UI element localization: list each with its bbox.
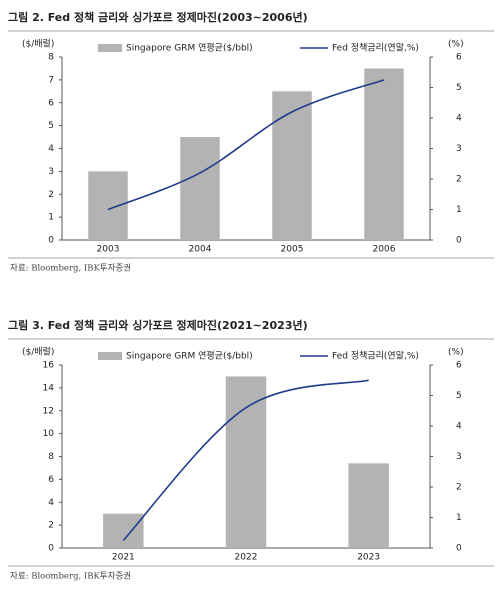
y2-tick-label: 2 — [456, 175, 462, 185]
y-tick-label: 5 — [48, 121, 54, 131]
y2-tick-label: 3 — [456, 144, 462, 154]
line — [107, 79, 385, 211]
source: 자료: Bloomberg, IBK투자증권 — [10, 263, 131, 274]
legend-swatch — [98, 352, 122, 360]
x-tick-label: 2004 — [189, 245, 212, 255]
y-axis-label: ($/배럴) — [22, 347, 54, 358]
y-tick-label: 6 — [48, 98, 54, 108]
legend-swatch — [98, 44, 122, 52]
x-tick-label: 2005 — [281, 245, 304, 255]
y-tick-label: 4 — [48, 144, 54, 154]
y-tick-label: 8 — [48, 53, 54, 63]
line — [122, 379, 369, 541]
legend-label: Singapore GRM 연평균($/bbl) — [126, 351, 253, 362]
x-tick-label: 2003 — [97, 245, 120, 255]
bar — [103, 513, 144, 548]
y-tick-label: 0 — [48, 544, 54, 554]
y-tick-label: 6 — [48, 475, 54, 485]
x-tick-label: 2022 — [235, 553, 258, 563]
x-tick-label: 2021 — [112, 553, 135, 563]
bar — [272, 91, 312, 240]
y-tick-label: 16 — [43, 361, 55, 371]
bar — [225, 376, 267, 548]
bar — [348, 463, 389, 548]
y-tick-label: 14 — [43, 383, 55, 393]
bar — [364, 68, 404, 240]
bar — [180, 137, 220, 240]
y2-tick-label: 4 — [456, 422, 462, 432]
y-tick-label: 4 — [48, 498, 54, 508]
y2-tick-label: 1 — [456, 513, 462, 523]
y2-tick-label: 6 — [456, 53, 462, 63]
y2-axis-label: (%) — [448, 40, 464, 50]
y-tick-label: 1 — [48, 213, 54, 223]
y2-tick-label: 5 — [456, 83, 462, 93]
chart-title: 그림 3. Fed 정책 금리와 싱가포르 정제마진(2021~2023년) — [8, 318, 308, 332]
chart-title: 그림 2. Fed 정책 금리와 싱가포르 정제마진(2003~2006년) — [8, 10, 308, 24]
x-tick-label: 2023 — [357, 553, 380, 563]
y2-tick-label: 4 — [456, 114, 462, 124]
legend-label: Fed 정책금리(연말,%) — [332, 350, 419, 362]
y2-tick-label: 6 — [456, 361, 462, 371]
y2-tick-label: 0 — [456, 236, 462, 246]
y-tick-label: 8 — [48, 452, 54, 462]
y2-axis-label: (%) — [448, 348, 464, 358]
y2-tick-label: 5 — [456, 391, 462, 401]
y2-tick-label: 0 — [456, 544, 462, 554]
y-tick-label: 10 — [43, 429, 55, 439]
y-tick-label: 2 — [48, 521, 54, 531]
y-tick-label: 3 — [48, 167, 54, 177]
legend-label: Singapore GRM 연평균($/bbl) — [126, 43, 253, 54]
bar — [88, 171, 128, 240]
y-tick-label: 0 — [48, 236, 54, 246]
y-tick-label: 7 — [48, 75, 54, 85]
x-tick-label: 2006 — [373, 245, 396, 255]
y2-tick-label: 1 — [456, 205, 462, 215]
source: 자료: Bloomberg, IBK투자증권 — [10, 571, 131, 582]
y-tick-label: 12 — [43, 406, 54, 416]
legend-label: Fed 정책금리(연말,%) — [332, 42, 419, 54]
y-tick-label: 2 — [48, 190, 54, 200]
y2-tick-label: 3 — [456, 452, 462, 462]
y2-tick-label: 2 — [456, 483, 462, 493]
y-axis-label: ($/배럴) — [22, 39, 54, 50]
